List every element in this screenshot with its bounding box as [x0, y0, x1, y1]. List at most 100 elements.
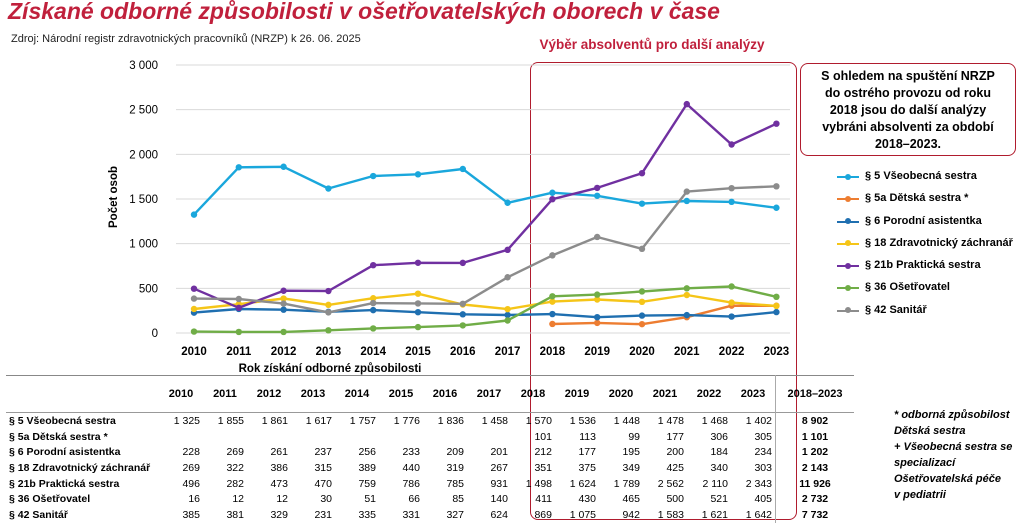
x-tick-label: 2023	[764, 346, 790, 358]
table-row: § 42 Sanitář 385 381 329 231 335 331 327 624 869 1…	[6, 507, 854, 523]
data-point	[728, 184, 735, 192]
table-cell: 85	[452, 493, 464, 506]
row-label: § 5a Dětská sestra *	[9, 430, 108, 443]
table-cell: 99	[628, 430, 640, 443]
legend-label: § 42 Sanitář	[865, 303, 927, 316]
row-label: § 42 Sanitář	[9, 508, 68, 521]
data-point	[459, 165, 466, 173]
data-point	[280, 306, 287, 313]
column-header-total: 2018–2023	[775, 375, 854, 413]
table-cell: 1 075	[569, 508, 596, 521]
table-cell: 184	[710, 446, 728, 459]
column-header: 2013	[300, 388, 326, 400]
series-line	[193, 185, 777, 314]
table-cell: 624	[490, 508, 508, 521]
table-cell: 269	[182, 461, 200, 474]
table-cell: 12	[232, 493, 244, 506]
data-point	[549, 320, 556, 328]
footnote-line: * odborná způsobilost	[894, 409, 1010, 421]
data-point	[638, 320, 646, 328]
total-cell: 7 732	[775, 507, 854, 523]
data-table: 2010 2011 2012 2013 2014 2015 2016 2017 2018 2019…	[6, 375, 854, 523]
data-point	[325, 185, 332, 192]
table-row: § 21b Praktická sestra 496 282 473 470 759 786…	[6, 475, 854, 492]
data-point	[459, 300, 466, 307]
data-point	[728, 198, 735, 206]
data-point	[459, 311, 466, 318]
footnote-line: Dětská sestra	[894, 425, 966, 437]
footnote-line: v pediatrii	[894, 489, 946, 501]
table-cell: 1 776	[379, 411, 423, 429]
table-cell: 340	[710, 461, 728, 474]
table-cell: 473	[270, 477, 288, 490]
table-cell: 177	[666, 430, 684, 443]
data-point	[594, 319, 601, 327]
table-row: § 18 Zdravotnický záchranář 269 322 386 315 3…	[6, 460, 854, 476]
selection-frame	[530, 62, 797, 520]
x-axis-title: Rok získání odborné způsobilosti	[239, 363, 422, 375]
table-cell: 269	[226, 446, 244, 459]
legend-marker	[837, 307, 859, 314]
x-tick-label: 2015	[405, 346, 431, 358]
data-point	[370, 295, 377, 302]
data-point	[190, 211, 198, 218]
data-point	[235, 304, 242, 312]
data-point	[325, 301, 332, 309]
row-label: § 36 Ošetřovatel	[9, 493, 91, 506]
table-corner	[6, 376, 159, 413]
y-tick-label: 2 500	[129, 105, 158, 117]
table-cell: 66	[408, 493, 420, 506]
legend-marker	[837, 262, 859, 269]
data-point	[414, 259, 422, 266]
data-point	[638, 298, 646, 306]
footnote: * odborná způsobilost Dětská sestra + Vš…	[894, 407, 1012, 503]
data-point	[414, 323, 422, 331]
table-cell: 1 617	[291, 411, 335, 429]
legend-marker	[837, 173, 859, 180]
table-cell: 1 325	[159, 411, 203, 429]
table-cell: 256	[358, 446, 376, 459]
table-cell: 305	[754, 430, 772, 443]
x-tick-label: 2016	[450, 346, 476, 358]
y-tick-label: 3 000	[129, 60, 158, 72]
table-cell: 1 468	[687, 411, 731, 429]
x-tick-label: 2013	[316, 346, 342, 358]
table-cell: 385	[182, 508, 200, 521]
note-line: do ostrého provozu od roku	[825, 86, 991, 100]
table-cell: 200	[666, 446, 684, 459]
x-tick-label: 2022	[719, 346, 745, 358]
table-cell: 931	[490, 477, 508, 490]
row-label: § 6 Porodní asistentka	[9, 446, 121, 459]
column-header: 2020	[608, 388, 634, 400]
data-point	[683, 197, 690, 205]
legend-label: § 36 Ošetřovatel	[865, 281, 950, 294]
table-cell: 1 402	[731, 411, 776, 429]
line-chart: 0 500 1 000 1 500 2 000 2 500 3 000 2010 2011 201…	[108, 60, 790, 375]
data-point	[549, 298, 556, 305]
table-cell: 1 570	[511, 411, 555, 429]
data-point	[504, 274, 511, 281]
note-box: S ohledem na spuštění NRZP do ostrého pr…	[800, 63, 1016, 156]
data-point	[190, 295, 198, 302]
table-cell: 1 536	[555, 411, 599, 429]
column-header: 2016	[432, 388, 458, 400]
table-cell: 759	[358, 477, 376, 490]
data-point	[594, 184, 601, 192]
total-cell: 1 101	[775, 428, 854, 445]
table-cell	[291, 429, 335, 445]
data-point	[773, 308, 780, 316]
column-header: 2014	[344, 388, 370, 400]
table-cell: 465	[622, 493, 640, 506]
x-tick-label: 2019	[584, 346, 610, 358]
table-cell: 113	[579, 430, 596, 443]
note-line: S ohledem na spuštění NRZP	[821, 69, 995, 83]
column-header: 2019	[564, 388, 590, 400]
table-cell: 411	[535, 493, 552, 506]
data-point	[370, 325, 377, 332]
table-cell: 209	[446, 446, 464, 459]
table-cell: 1 757	[335, 411, 379, 429]
table-cell	[335, 429, 379, 445]
table-cell: 375	[578, 461, 596, 474]
note-line: vybráni absolventi za období	[822, 120, 994, 134]
data-point	[638, 312, 646, 319]
